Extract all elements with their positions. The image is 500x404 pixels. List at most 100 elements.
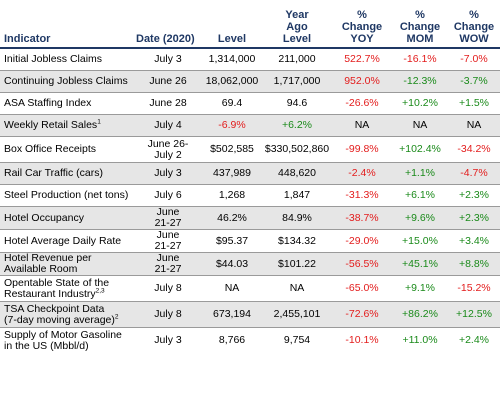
level-cell: -6.9% <box>202 114 262 137</box>
level-cell: $95.37 <box>202 229 262 253</box>
level-cell: $502,585 <box>202 136 262 163</box>
yoy-cell: -26.6% <box>332 92 392 115</box>
mom-cell: +45.1% <box>392 252 448 276</box>
economic-indicators-table: Indicator Date (2020) Level Year Ago Level… <box>0 0 500 354</box>
yoy-cell: -10.1% <box>345 334 379 346</box>
footnote-marker: 2 <box>114 313 119 320</box>
mom-cell: +9.1% <box>392 275 448 302</box>
mom-cell: -12.3% <box>392 70 448 93</box>
indicator-cell: Hotel Occupancy <box>0 206 134 230</box>
header-year-ago-level: Year Ago Level <box>262 0 332 49</box>
wow-cell: +2.3% <box>448 206 500 230</box>
yoy-cell: 952.0% <box>332 70 392 93</box>
table-row: Rail Car Traffic (cars) July 3 437,989 4… <box>0 162 500 185</box>
date-cell: July 8 <box>134 275 202 302</box>
year-ago-cell: 1,717,000 <box>262 70 332 93</box>
date-cell: July 3 <box>154 334 182 346</box>
table-row: Weekly Retail Sales1 July 4 -6.9% +6.2% … <box>0 114 500 137</box>
header-row: Indicator Date (2020) Level Year Ago Level… <box>0 0 500 49</box>
year-ago-cell: 1,847 <box>262 184 332 207</box>
yoy-cell: NA <box>332 114 392 137</box>
footnote-marker: 1 <box>97 118 101 126</box>
wow-cell: NA <box>448 114 500 137</box>
wow-cell: +8.8% <box>448 252 500 276</box>
header-change-yoy: % Change YOY <box>332 0 392 49</box>
indicator-cell: Continuing Jobless Claims <box>0 70 134 93</box>
table-row: Continuing Jobless Claims June 26 18,062… <box>0 70 500 93</box>
wow-cell: +2.3% <box>448 184 500 207</box>
footnote-marker: 2,3 <box>95 287 105 294</box>
wow-cell: -15.2% <box>448 275 500 302</box>
yoy-cell: -65.0% <box>332 275 392 302</box>
level-cell: 1,314,000 <box>202 48 262 71</box>
level-cell: 69.4 <box>202 92 262 115</box>
year-ago-cell: 448,620 <box>262 162 332 185</box>
table-row: ASA Staffing Index June 28 69.4 94.6 -26… <box>0 92 500 115</box>
yoy-cell: -29.0% <box>332 229 392 253</box>
header-change-mom: % Change MOM <box>392 0 448 49</box>
date-cell: June 26- July 2 <box>134 136 202 163</box>
date-cell: June 26 <box>134 70 202 93</box>
date-cell: July 8 <box>134 301 202 328</box>
date-cell: June 28 <box>134 92 202 115</box>
mom-cell: NA <box>392 114 448 137</box>
year-ago-cell: 9,754 <box>283 334 311 346</box>
indicator-cell: Hotel Revenue per Available Room <box>0 252 134 276</box>
table-row: Initial Jobless Claims July 3 1,314,000 … <box>0 48 500 71</box>
yoy-cell: -38.7% <box>332 206 392 230</box>
wow-cell: -7.0% <box>448 48 500 71</box>
wow-cell: -4.7% <box>448 162 500 185</box>
level-cell: 18,062,000 <box>202 70 262 93</box>
date-cell: June 21-27 <box>134 252 202 276</box>
mom-cell: -16.1% <box>392 48 448 71</box>
yoy-cell: -2.4% <box>332 162 392 185</box>
mom-cell: +86.2% <box>392 301 448 328</box>
table-row: Hotel Average Daily Rate June 21-27 $95.3… <box>0 229 500 253</box>
table-row: Hotel Revenue per Available Room June 21-2… <box>0 252 500 276</box>
mom-cell: +102.4% <box>392 136 448 163</box>
indicator-cell: Box Office Receipts <box>0 136 134 163</box>
yoy-cell: -31.3% <box>332 184 392 207</box>
year-ago-cell: 211,000 <box>262 48 332 71</box>
level-cell: 1,268 <box>202 184 262 207</box>
date-cell: July 3 <box>134 162 202 185</box>
table-row: Supply of Motor Gasoline in the US (Mbbl/… <box>0 328 500 354</box>
mom-cell: +15.0% <box>392 229 448 253</box>
level-cell: 46.2% <box>202 206 262 230</box>
year-ago-cell: $330,502,860 <box>262 136 332 163</box>
indicator-cell: Opentable State of the Restaurant Industr… <box>0 275 134 302</box>
date-cell: July 4 <box>134 114 202 137</box>
yoy-cell: 522.7% <box>332 48 392 71</box>
year-ago-cell: 2,455,101 <box>262 301 332 328</box>
wow-cell: +1.5% <box>448 92 500 115</box>
header-date: Date (2020) <box>134 0 202 49</box>
year-ago-cell: 84.9% <box>262 206 332 230</box>
header-change-wow: % Change WOW <box>448 0 500 49</box>
mom-cell: +10.2% <box>392 92 448 115</box>
indicator-cell: Supply of Motor Gasoline in the US (Mbbl/… <box>4 328 122 352</box>
mom-cell: +11.0% <box>402 334 438 346</box>
header-level: Level <box>202 0 262 49</box>
wow-cell: -34.2% <box>448 136 500 163</box>
wow-cell: +3.4% <box>448 229 500 253</box>
yoy-cell: -72.6% <box>332 301 392 328</box>
mom-cell: +1.1% <box>392 162 448 185</box>
year-ago-cell: 94.6 <box>262 92 332 115</box>
date-cell: June 21-27 <box>134 206 202 230</box>
indicator-cell: Hotel Average Daily Rate <box>0 229 134 253</box>
date-cell: July 3 <box>134 48 202 71</box>
table-row: TSA Checkpoint Data (7-day moving average… <box>0 301 500 328</box>
table-row: Box Office Receipts June 26- July 2 $502,… <box>0 136 500 163</box>
year-ago-cell: NA <box>262 275 332 302</box>
yoy-cell: -99.8% <box>332 136 392 163</box>
year-ago-cell: +6.2% <box>262 114 332 137</box>
wow-cell: +12.5% <box>448 301 500 328</box>
table-row: Hotel Occupancy June 21-27 46.2% 84.9% -3… <box>0 206 500 230</box>
mom-cell: +6.1% <box>392 184 448 207</box>
wow-cell: +2.4% <box>458 334 490 346</box>
indicator-cell: Rail Car Traffic (cars) <box>0 162 134 185</box>
level-cell: 673,194 <box>202 301 262 328</box>
level-cell: 8,766 <box>218 334 246 346</box>
level-cell: $44.03 <box>202 252 262 276</box>
year-ago-cell: $101.22 <box>262 252 332 276</box>
